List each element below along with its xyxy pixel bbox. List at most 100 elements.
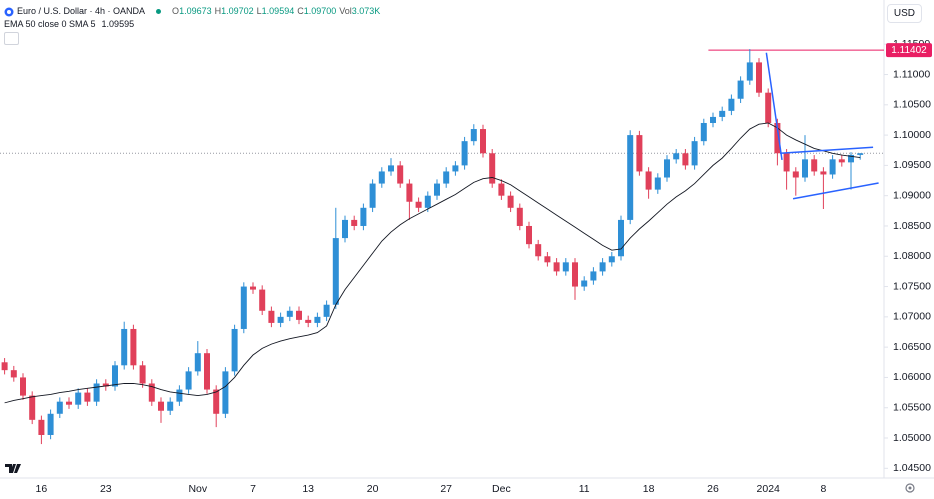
y-tick-label: 1.07500 [893, 280, 931, 292]
candle-body [167, 401, 174, 411]
y-tick-label: 1.05500 [893, 402, 931, 414]
candle-body [75, 392, 82, 405]
candle-body [277, 316, 284, 323]
x-tick-label: 11 [579, 483, 590, 495]
candle-body [700, 122, 707, 142]
y-tick-label: 1.06000 [893, 371, 931, 383]
ohlc-value: 1.09700 [303, 6, 337, 16]
trendline [780, 146, 874, 155]
legend-header: Euro / U.S. Dollar · 4h · OANDA O1.09673… [4, 5, 383, 31]
candle-body [811, 159, 818, 172]
candle-body [535, 244, 542, 257]
ohlc-label: L [256, 6, 262, 16]
candle-body [397, 165, 404, 184]
candle-body [562, 262, 569, 272]
candle-body [369, 183, 376, 208]
candle-body [489, 153, 496, 184]
tradingview-logo [5, 464, 21, 473]
candle-body [351, 219, 358, 226]
candle-body [507, 195, 514, 208]
ohlc-value: 1.09702 [221, 6, 254, 16]
candle-body [553, 262, 560, 272]
candle-body [838, 159, 845, 163]
candle-body [857, 153, 864, 155]
candle-body [130, 328, 137, 366]
candle-body [526, 225, 532, 245]
candle-body [424, 195, 431, 208]
candle-body [139, 365, 146, 384]
candle-body [222, 371, 229, 414]
candle-body [516, 207, 523, 226]
candle-body [388, 165, 394, 172]
candle-body [673, 153, 680, 160]
candle-body [378, 171, 385, 184]
candle-body [802, 159, 808, 178]
candle-body [710, 116, 716, 123]
candle-body [599, 262, 606, 272]
ohlc-value: 3.073K [351, 6, 381, 16]
candle-body [783, 153, 790, 172]
y-tick-label: 1.10000 [893, 129, 931, 141]
candle-body [56, 401, 63, 414]
candle-body [792, 171, 799, 178]
candle-body [323, 304, 330, 317]
candle-body [636, 135, 643, 172]
y-tick-label: 1.09500 [893, 159, 931, 171]
candle-body [737, 80, 744, 99]
candle-body [452, 165, 459, 172]
candle-body [572, 262, 578, 287]
candle-body [415, 201, 422, 208]
candle-body [158, 401, 164, 411]
y-tick-label: 1.11000 [893, 68, 930, 80]
ohlc-label: H [214, 6, 222, 16]
trendline [792, 182, 879, 200]
ohlc-value: 1.09594 [261, 6, 295, 16]
candle-body [664, 159, 670, 178]
candle-body [829, 159, 836, 175]
candle-body [10, 370, 17, 378]
candle-body [176, 389, 183, 402]
candle-body [314, 316, 321, 323]
y-tick-label: 1.05000 [893, 432, 931, 444]
ohlc-label: O [172, 6, 180, 16]
candle-body [1, 362, 8, 371]
y-tick-label: 1.08000 [893, 250, 931, 262]
candle-body [645, 171, 652, 190]
candle-body [102, 383, 109, 387]
ohlc-values: O1.09673 H1.09702 L1.09594 C1.09700 Vol3.073… [172, 5, 383, 18]
x-tick-label: 8 [820, 483, 826, 495]
candle-body [682, 153, 689, 166]
candle-body [20, 377, 26, 396]
collapse-legend-button[interactable] [4, 32, 19, 45]
ema-line [4, 122, 861, 404]
trendline [765, 52, 783, 161]
ohlc-label: C [297, 6, 304, 16]
y-tick-label: 1.08500 [893, 220, 931, 232]
candle-body [231, 328, 238, 372]
candle-body [185, 371, 192, 390]
candle-body [719, 110, 726, 117]
x-tick-label: 20 [367, 483, 379, 495]
candle-body [544, 256, 551, 263]
candle-body [498, 183, 505, 196]
candle-body [112, 365, 118, 387]
candle-body [194, 353, 201, 372]
candle-body [461, 141, 468, 166]
candle-body [608, 256, 615, 263]
indicator-row: EMA 50 close 0 SMA 5 1.09595 [4, 18, 383, 31]
candle-body [148, 383, 155, 402]
currency-button[interactable]: USD [886, 4, 922, 23]
candle-body [774, 122, 781, 154]
candle-body [691, 141, 698, 166]
x-tick-label: 13 [302, 483, 314, 495]
candle-body [121, 328, 128, 366]
x-tick-label: 23 [100, 483, 112, 495]
candle-body [204, 353, 210, 390]
candle-body [756, 62, 762, 93]
settings-icon[interactable] [905, 483, 915, 493]
x-tick-label: 27 [440, 483, 452, 495]
candle-body [618, 219, 624, 257]
candle-body [296, 310, 302, 320]
y-tick-label: 1.06500 [893, 341, 931, 353]
